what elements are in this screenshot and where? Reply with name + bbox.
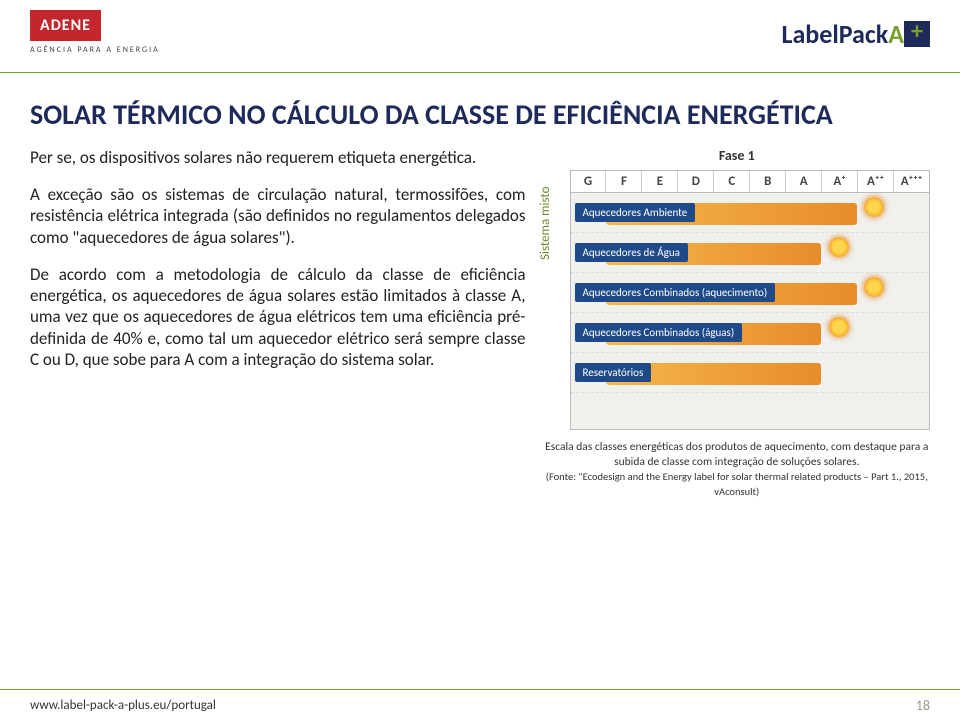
body-text: Per se, os dispositivos solares não requ…: [30, 147, 526, 500]
chart-rows: Aquecedores Ambiente Aquecedores de Água A…: [571, 193, 930, 393]
chart-row: Aquecedores Combinados (águas): [571, 313, 930, 353]
paragraph-2: A exceção são os sistemas de circulação …: [30, 184, 526, 248]
chart-class-col: F: [606, 171, 642, 192]
footer-url: www.label-pack-a-plus.eu/portugal: [30, 698, 216, 713]
chart-caption: Escala das classes energéticas dos produ…: [544, 440, 931, 500]
chart-row-label: Aquecedores Combinados (águas): [575, 323, 743, 342]
chart-row: Aquecedores Combinados (aquecimento): [571, 273, 930, 313]
adene-subtitle: AGÊNCIA PARA A ENERGIA: [30, 45, 160, 55]
labelpack-plus-icon: +: [904, 21, 930, 47]
chart-class-col: C: [714, 171, 750, 192]
header-divider: [0, 72, 960, 73]
chart-class-col: D: [678, 171, 714, 192]
chart-row-label: Aquecedores Combinados (aquecimento): [575, 283, 776, 302]
labelpack-logo: LabelPackA+: [781, 18, 930, 50]
labelpack-text-1: LabelPack: [781, 18, 888, 50]
adene-text: ADENE: [30, 10, 101, 41]
sun-icon: [829, 317, 849, 337]
chart-row: Aquecedores Ambiente: [571, 193, 930, 233]
chart-class-col: G: [571, 171, 607, 192]
efficiency-chart: GFEDCBAA⁺A⁺⁺A⁺⁺⁺ Aquecedores AmbienteAqu…: [570, 170, 931, 430]
chart-row: Reservatórios: [571, 353, 930, 393]
chart-class-col: E: [642, 171, 678, 192]
adene-logo: ADENE AGÊNCIA PARA A ENERGIA: [30, 10, 160, 55]
chart-class-col: B: [750, 171, 786, 192]
chart-phase-label: Fase 1: [544, 147, 931, 164]
paragraph-1: Per se, os dispositivos solares não requ…: [30, 147, 526, 168]
sun-icon: [829, 237, 849, 257]
chart-row: Aquecedores de Água: [571, 233, 930, 273]
page-number: 18: [916, 697, 930, 714]
sun-icon: [864, 277, 884, 297]
chart-row-label: Aquecedores de Água: [575, 243, 688, 262]
page-title: SOLAR TÉRMICO NO CÁLCULO DA CLASSE DE EF…: [30, 100, 930, 131]
chart-row-label: Reservatórios: [575, 363, 652, 382]
sun-icon: [864, 197, 884, 217]
chart-row-label: Aquecedores Ambiente: [575, 203, 696, 222]
chart-class-header: GFEDCBAA⁺A⁺⁺A⁺⁺⁺: [571, 171, 930, 193]
labelpack-text-2: A: [888, 18, 904, 50]
chart-class-col: A⁺: [822, 171, 858, 192]
chart-y-label: Sistema misto: [538, 186, 553, 260]
chart-class-col: A⁺⁺⁺: [894, 171, 929, 192]
chart-class-col: A: [786, 171, 822, 192]
chart-class-col: A⁺⁺: [858, 171, 894, 192]
caption-main: Escala das classes energéticas dos produ…: [545, 440, 928, 469]
chart-panel: Fase 1 Sistema misto GFEDCBAA⁺A⁺⁺A⁺⁺⁺ Aq…: [544, 147, 931, 500]
caption-source: (Fonte: "Ecodesign and the Energy label …: [546, 470, 928, 498]
paragraph-3: De acordo com a metodologia de cálculo d…: [30, 264, 526, 370]
